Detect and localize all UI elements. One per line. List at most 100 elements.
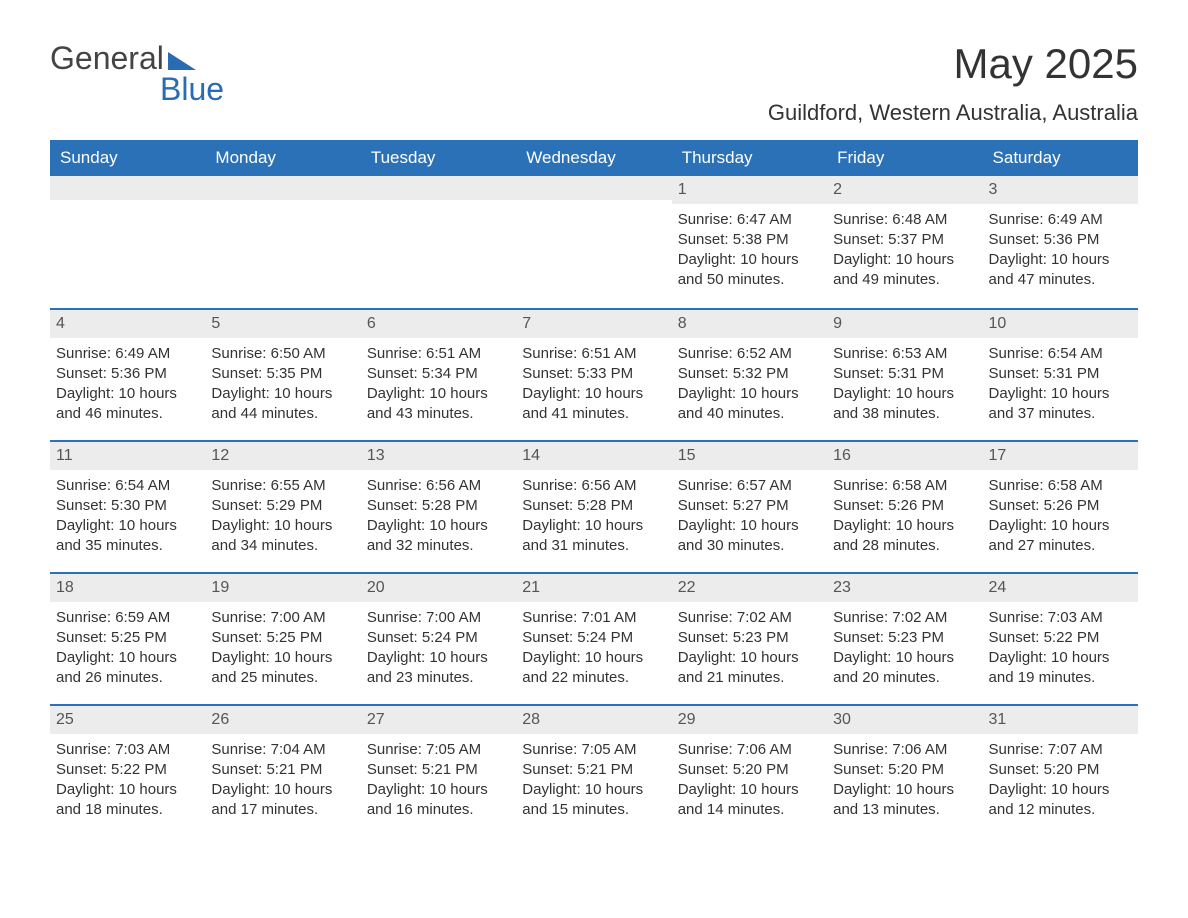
daylight-text: Daylight: 10 hours and 16 minutes. [367,780,510,821]
calendar-week: 1Sunrise: 6:47 AMSunset: 5:38 PMDaylight… [50,176,1138,308]
calendar-day: 6 Sunrise: 6:51 AMSunset: 5:34 PMDaylight… [361,310,516,440]
sunset-text: Sunset: 5:21 PM [522,760,665,780]
sunrise-text: Sunrise: 6:51 AM [522,344,665,364]
sunset-text: Sunset: 5:23 PM [678,628,821,648]
sunrise-text: Sunrise: 6:58 AM [833,476,976,496]
daylight-text: Daylight: 10 hours and 50 minutes. [678,250,821,291]
sunrise-text: Sunrise: 6:48 AM [833,210,976,230]
sunrise-text: Sunrise: 6:59 AM [56,608,199,628]
daylight-text: Daylight: 10 hours and 13 minutes. [833,780,976,821]
day-number [516,176,671,200]
sunset-text: Sunset: 5:20 PM [989,760,1132,780]
daylight-text: Daylight: 10 hours and 35 minutes. [56,516,199,557]
sunrise-text: Sunrise: 6:58 AM [989,476,1132,496]
calendar-day: 11Sunrise: 6:54 AMSunset: 5:30 PMDayligh… [50,442,205,572]
sunrise-text: Sunrise: 6:50 AM [211,344,354,364]
daylight-text: Daylight: 10 hours and 14 minutes. [678,780,821,821]
sunrise-text: Sunrise: 6:52 AM [678,344,821,364]
logo-text-general: General [50,40,164,76]
weekday-header: Tuesday [361,140,516,176]
logo: General Blue [50,40,224,108]
sunset-text: Sunset: 5:36 PM [56,364,199,384]
calendar-day: 24Sunrise: 7:03 AMSunset: 5:22 PMDayligh… [983,574,1138,704]
day-number: 7 [516,310,671,338]
sunset-text: Sunset: 5:37 PM [833,230,976,250]
sunset-text: Sunset: 5:20 PM [833,760,976,780]
calendar-day: 4Sunrise: 6:49 AMSunset: 5:36 PMDaylight… [50,310,205,440]
calendar-day: 26Sunrise: 7:04 AMSunset: 5:21 PMDayligh… [205,706,360,836]
day-number: 17 [983,442,1138,470]
daylight-text: Daylight: 10 hours and 17 minutes. [211,780,354,821]
daylight-text: Daylight: 10 hours and 18 minutes. [56,780,199,821]
day-number: 26 [205,706,360,734]
calendar-day: 30Sunrise: 7:06 AMSunset: 5:20 PMDayligh… [827,706,982,836]
daylight-text: Daylight: 10 hours and 20 minutes. [833,648,976,689]
calendar-day: 20Sunrise: 7:00 AMSunset: 5:24 PMDayligh… [361,574,516,704]
daylight-text: Daylight: 10 hours and 49 minutes. [833,250,976,291]
daylight-text: Daylight: 10 hours and 32 minutes. [367,516,510,557]
sunset-text: Sunset: 5:28 PM [367,496,510,516]
daylight-text: Daylight: 10 hours and 31 minutes. [522,516,665,557]
daylight-text: Daylight: 10 hours and 41 minutes. [522,384,665,425]
calendar-day: 16Sunrise: 6:58 AMSunset: 5:26 PMDayligh… [827,442,982,572]
weekday-header: Saturday [983,140,1138,176]
daylight-text: Daylight: 10 hours and 23 minutes. [367,648,510,689]
day-number [361,176,516,200]
day-number: 4 [50,310,205,338]
sunset-text: Sunset: 5:31 PM [989,364,1132,384]
daylight-text: Daylight: 10 hours and 43 minutes. [367,384,510,425]
day-number [50,176,205,200]
sunrise-text: Sunrise: 6:54 AM [989,344,1132,364]
sunrise-text: Sunrise: 6:56 AM [522,476,665,496]
sunset-text: Sunset: 5:32 PM [678,364,821,384]
sunrise-text: Sunrise: 7:07 AM [989,740,1132,760]
sunrise-text: Sunrise: 7:05 AM [522,740,665,760]
daylight-text: Daylight: 10 hours and 44 minutes. [211,384,354,425]
sunset-text: Sunset: 5:21 PM [367,760,510,780]
weekday-header: Wednesday [516,140,671,176]
sunset-text: Sunset: 5:21 PM [211,760,354,780]
daylight-text: Daylight: 10 hours and 19 minutes. [989,648,1132,689]
sunset-text: Sunset: 5:27 PM [678,496,821,516]
calendar-day: 7Sunrise: 6:51 AMSunset: 5:33 PMDaylight… [516,310,671,440]
daylight-text: Daylight: 10 hours and 12 minutes. [989,780,1132,821]
sunrise-text: Sunrise: 6:51 AM [367,344,510,364]
calendar-day: 25Sunrise: 7:03 AMSunset: 5:22 PMDayligh… [50,706,205,836]
title-block: May 2025 Guildford, Western Australia, A… [768,40,1138,126]
calendar-day [205,176,360,308]
logo-sail-icon [168,52,196,70]
calendar-day: 22Sunrise: 7:02 AMSunset: 5:23 PMDayligh… [672,574,827,704]
day-number: 10 [983,310,1138,338]
daylight-text: Daylight: 10 hours and 34 minutes. [211,516,354,557]
calendar-day [516,176,671,308]
sunset-text: Sunset: 5:34 PM [367,364,510,384]
daylight-text: Daylight: 10 hours and 15 minutes. [522,780,665,821]
day-number: 30 [827,706,982,734]
sunrise-text: Sunrise: 7:05 AM [367,740,510,760]
calendar-week: 25Sunrise: 7:03 AMSunset: 5:22 PMDayligh… [50,704,1138,836]
calendar-day: 27Sunrise: 7:05 AMSunset: 5:21 PMDayligh… [361,706,516,836]
calendar-day: 13Sunrise: 6:56 AMSunset: 5:28 PMDayligh… [361,442,516,572]
day-number: 22 [672,574,827,602]
sunrise-text: Sunrise: 7:01 AM [522,608,665,628]
day-number: 23 [827,574,982,602]
header: General Blue May 2025 Guildford, Western… [50,40,1138,126]
day-number: 6 [361,310,516,338]
calendar-day: 1Sunrise: 6:47 AMSunset: 5:38 PMDaylight… [672,176,827,308]
day-number: 1 [672,176,827,204]
sunset-text: Sunset: 5:25 PM [211,628,354,648]
daylight-text: Daylight: 10 hours and 21 minutes. [678,648,821,689]
calendar-day: 5Sunrise: 6:50 AMSunset: 5:35 PMDaylight… [205,310,360,440]
calendar-week: 4Sunrise: 6:49 AMSunset: 5:36 PMDaylight… [50,308,1138,440]
calendar-week: 11Sunrise: 6:54 AMSunset: 5:30 PMDayligh… [50,440,1138,572]
day-number: 25 [50,706,205,734]
day-number: 3 [983,176,1138,204]
sunset-text: Sunset: 5:29 PM [211,496,354,516]
weekday-header: Thursday [672,140,827,176]
sunrise-text: Sunrise: 7:06 AM [678,740,821,760]
day-number: 31 [983,706,1138,734]
daylight-text: Daylight: 10 hours and 47 minutes. [989,250,1132,291]
sunrise-text: Sunrise: 6:56 AM [367,476,510,496]
day-number: 8 [672,310,827,338]
day-number [205,176,360,200]
